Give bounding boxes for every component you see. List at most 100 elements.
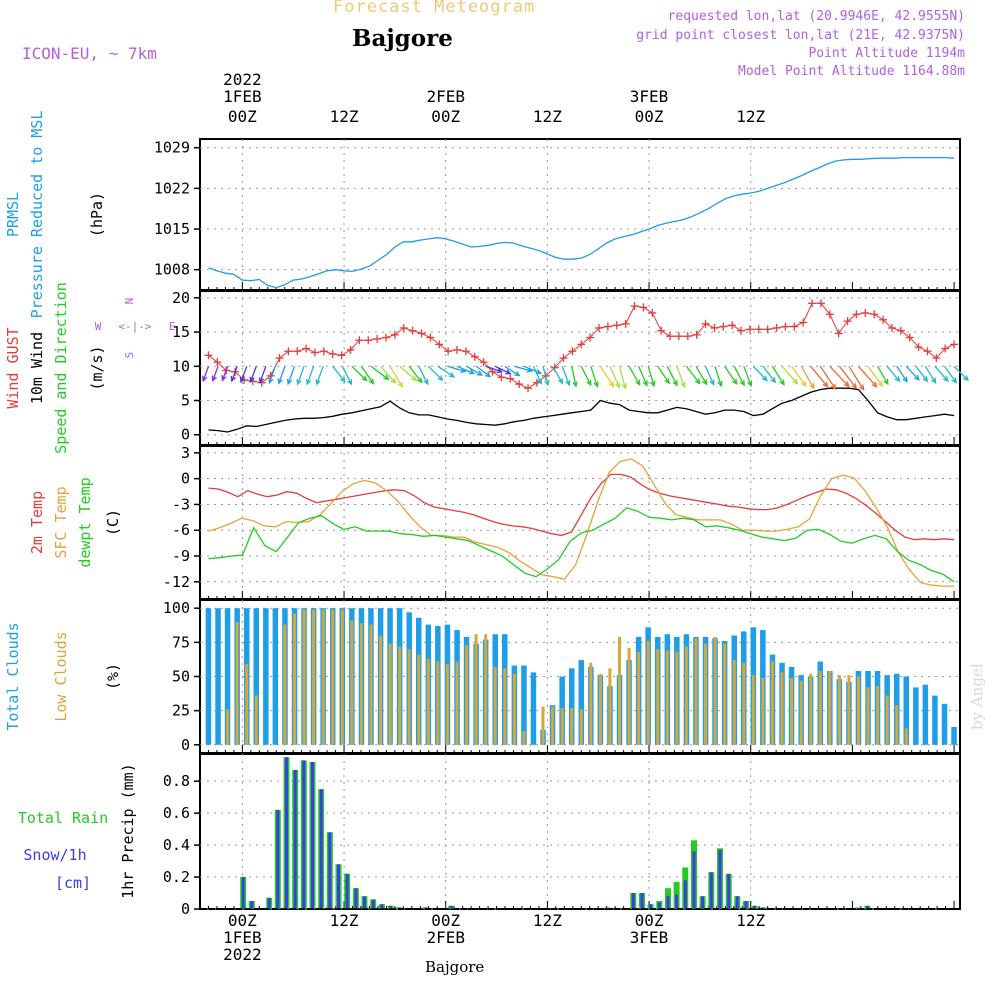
ytick-label-precip: 0: [181, 900, 190, 918]
wind-arrow: [915, 365, 928, 382]
wind-arrow-head: [448, 372, 456, 378]
wind-arrow: [618, 366, 626, 389]
panel-label-wind: Speed and Direction: [52, 282, 70, 454]
wind-arrow: [724, 365, 738, 385]
wind-arrow-head: [390, 377, 397, 384]
cloud-bar-low: [493, 666, 497, 745]
point-altitude: Point Altitude 1194m: [808, 46, 965, 61]
wind-arrow-head: [296, 378, 302, 386]
wind-arrow-head: [702, 379, 708, 386]
cloud-bar-total: [569, 668, 575, 745]
wind-arrow: [953, 365, 969, 381]
cloud-bar-low: [445, 664, 449, 745]
ytick-label-pressure: 1015: [154, 220, 190, 238]
wind-arrow: [609, 366, 620, 388]
wind-arrow-head: [368, 378, 375, 385]
wind-arrow-head: [871, 381, 878, 388]
wind-arrow-head: [672, 380, 678, 387]
cloud-bar-low: [321, 609, 325, 745]
precip-bar-snow: [328, 832, 332, 909]
wind-arrow: [259, 366, 267, 383]
time-label-top: 12Z: [330, 107, 359, 126]
wind-arrow: [231, 366, 238, 382]
precip-bar-snow: [371, 899, 375, 909]
wind-arrow: [867, 365, 883, 387]
cloud-bar-low: [799, 680, 803, 745]
wind-arrow-head: [943, 376, 949, 383]
time-label-bottom: 00Z: [431, 911, 460, 930]
cloud-bar-low: [455, 661, 459, 745]
wind-arrow: [781, 365, 798, 385]
precip-bar-snow: [311, 762, 314, 909]
wind-arrow: [743, 366, 752, 386]
series-line-sfc-temp: [208, 458, 955, 587]
cloud-bar-low: [885, 695, 889, 745]
wind-arrow-head: [822, 381, 829, 388]
chart-title: Forecast Meteogram: [333, 0, 536, 17]
compass-s: S: [123, 352, 136, 359]
panel-label-temp: dewpt Temp: [76, 477, 94, 567]
precip-bar-snow: [865, 905, 869, 909]
wind-arrow: [857, 365, 877, 388]
cloud-bar-low: [340, 609, 344, 745]
cloud-bar-low: [522, 731, 526, 745]
cloud-bar-low: [235, 621, 239, 745]
ytick-label-wind: 5: [181, 392, 190, 410]
ytick-label-wind: 15: [172, 323, 190, 341]
cloud-bar-low: [359, 623, 363, 745]
ytick-label-wind: 10: [172, 357, 190, 375]
wind-arrow-head: [249, 376, 255, 384]
wind-arrow-head: [635, 379, 641, 386]
cloud-bar-low: [465, 645, 469, 745]
precip-bar-rain: [604, 907, 611, 909]
cloud-bar-total: [215, 608, 221, 745]
cloud-bar-low: [770, 661, 774, 745]
cloud-bar-low: [637, 651, 641, 745]
precip-bar-snow: [337, 864, 340, 909]
cloud-bar-low: [809, 673, 813, 745]
wind-arrow: [351, 365, 367, 381]
model-altitude: Model Point Altitude 1164.88m: [738, 64, 965, 79]
cloud-bar-low: [904, 728, 908, 745]
wind-arrow: [676, 366, 686, 388]
wind-arrow: [647, 366, 655, 387]
wind-arrow: [638, 366, 648, 386]
cloud-bar-low: [723, 643, 727, 745]
wind-arrow-head: [423, 378, 429, 386]
wind-arrow: [628, 365, 641, 385]
wind-arrow: [212, 366, 219, 381]
cloud-bar-low: [847, 675, 851, 745]
compass-n: N: [123, 298, 136, 305]
wind-arrow-head: [557, 378, 564, 385]
cloud-bar-low: [857, 676, 860, 745]
cloud-bar-low: [570, 707, 574, 745]
time-label-top: 12Z: [533, 107, 562, 126]
wind-arrow-head: [913, 374, 920, 381]
precip-bar-snow: [345, 873, 349, 909]
wind-arrow: [571, 366, 577, 387]
wind-arrow-head: [476, 370, 484, 376]
wind-arrow: [268, 366, 276, 384]
wind-arrow: [418, 365, 429, 385]
precip-bar-snow: [761, 907, 765, 909]
wind-arrow-head: [962, 375, 969, 382]
precip-bar-snow: [657, 902, 661, 909]
panel-unit-pressure: (hPa): [88, 192, 106, 237]
wind-arrow: [905, 365, 920, 381]
cloud-bar-low: [560, 707, 564, 745]
cloud-bar-low: [369, 624, 373, 745]
wind-arrow-head: [593, 381, 599, 388]
wind-arrow-head: [397, 381, 403, 389]
wind-arrow-head: [902, 376, 908, 383]
time-label-bottom: 3FEB: [630, 928, 669, 947]
cloud-bar-total: [903, 676, 909, 745]
wind-arrow: [599, 365, 614, 387]
wind-arrow: [800, 365, 815, 389]
wind-arrow-head: [411, 375, 418, 382]
precip-bar-snow: [397, 907, 401, 909]
wind-arrow: [666, 365, 678, 386]
wind-arrow-head: [286, 378, 293, 386]
precip-bar-snow: [675, 894, 679, 909]
time-label-top: 00Z: [635, 107, 664, 126]
cloud-bar-low: [627, 647, 631, 745]
